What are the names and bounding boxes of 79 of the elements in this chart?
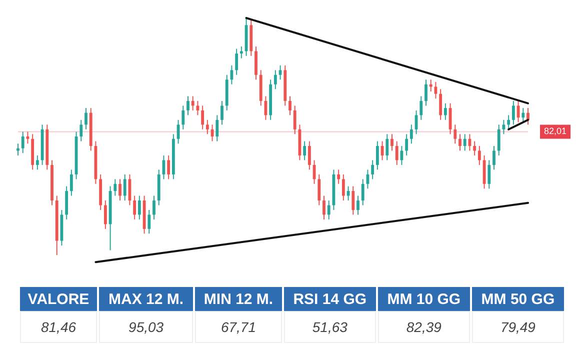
candlestick [36,154,39,170]
candlestick [206,119,209,135]
candlestick [507,114,510,130]
candlestick [424,79,428,106]
candlestick [21,131,24,154]
candlestick [133,195,136,220]
text: 82,39 [406,319,442,335]
category-label: RSI 14 GG [284,287,376,311]
candlestick [104,200,107,230]
candlestick [186,96,190,116]
candlestick [138,195,141,220]
candlestick [512,100,515,126]
candlestick [220,100,224,126]
candlestick [191,96,194,111]
candlestick [420,96,423,120]
category-label: MM 50 GG [472,287,564,311]
candlestick [346,186,350,201]
candlestick [235,48,238,76]
candlestick [463,134,466,152]
candlestick [278,64,282,80]
candlestick [84,108,88,130]
candlestick [352,186,355,216]
candlestick [322,195,326,220]
candlestick [386,134,389,161]
candlestick [410,124,413,144]
candlestick [240,46,243,59]
candlestick [390,134,394,152]
candlestick [288,96,292,116]
candlestick [70,169,73,196]
candlestick [148,209,151,234]
candlestick [216,114,219,142]
text: 79,49 [500,319,536,335]
candlestick [182,105,185,130]
candlestick [254,46,258,80]
text: 82,01 [544,126,567,136]
candlestick [196,100,200,116]
candlestick [318,174,321,206]
candlestick [201,105,204,130]
candlestick [444,102,447,120]
candlestick [473,140,476,156]
candlestick [152,195,156,220]
candlestick [454,124,457,144]
candlestick [492,145,496,170]
text: 95,03 [128,319,164,335]
candlestick [327,200,330,220]
candlestick [526,108,530,126]
candlestick [342,174,345,201]
text: 51,63 [312,319,348,335]
candlestick [65,186,68,220]
candlestick [274,70,277,90]
candlestick [497,124,500,156]
candlestick [371,160,374,180]
category-label: VALORE [20,287,98,311]
candlestick [80,119,83,142]
candlestick [337,169,340,184]
text: 67,71 [220,319,256,335]
candlestick [458,134,462,152]
text: 81,46 [40,319,76,335]
candlestick [114,178,117,196]
category-label: MIN 12 M. [195,287,282,311]
candlestick [361,178,364,206]
candlestick [439,88,442,120]
candlestick [405,134,408,156]
category-label: MM 10 GG [378,287,470,311]
candlestick [434,81,438,100]
candlestick [356,195,360,216]
candlestick [167,154,170,180]
candlestick [123,174,126,201]
candlestick [376,140,379,170]
candlestick [522,108,525,123]
candlestick [303,140,306,161]
candlestick [488,160,491,190]
category-label: MAX 12 M. [99,287,194,311]
candlestick [293,105,296,135]
candlestick [308,140,311,170]
candlestick [478,145,481,166]
candlestick [502,119,506,135]
candlestick [395,140,398,166]
candlestick [118,178,122,201]
